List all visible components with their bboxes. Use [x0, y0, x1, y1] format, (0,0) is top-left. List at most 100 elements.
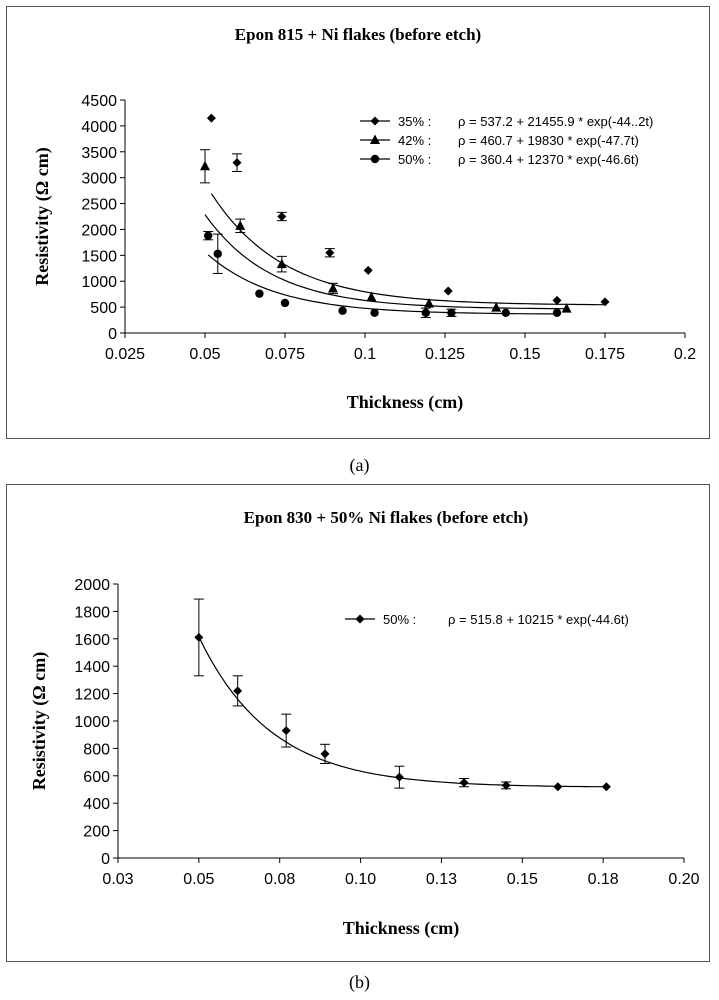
data-point	[328, 282, 338, 293]
x-tick-label: 0.15	[507, 871, 538, 888]
chart-panel-b	[6, 484, 710, 962]
data-point	[601, 782, 611, 792]
legend-equation: ρ = 460.7 + 19830 * exp(-47.7t)	[458, 133, 639, 148]
x-tick-label: 0.10	[345, 871, 376, 888]
y-tick-label: 3500	[81, 145, 117, 162]
y-tick-label: 3000	[81, 171, 117, 188]
chart-title: Epon 815 + Ni flakes (before etch)	[235, 25, 481, 44]
x-tick-label: 0.20	[668, 871, 699, 888]
legend-marker	[355, 614, 365, 624]
y-tick-label: 2000	[81, 222, 117, 239]
y-tick-label: 1000	[81, 274, 117, 291]
data-point	[366, 291, 377, 302]
y-tick-label: 4000	[81, 119, 117, 136]
data-point	[421, 308, 430, 318]
data-point	[277, 212, 287, 221]
data-point	[501, 780, 511, 790]
x-tick-label: 0.13	[426, 871, 457, 888]
y-tick-label: 4500	[81, 93, 117, 110]
x-tick-label: 0.125	[425, 346, 465, 363]
chart-b: Epon 830 + 50% Ni flakes (before etch) 0 2…	[29, 508, 700, 939]
data-point	[394, 772, 404, 782]
y-tick-label: 200	[83, 824, 110, 841]
fit-curve	[198, 636, 607, 788]
legend-equation: ρ = 360.4 + 12370 * exp(-46.6t)	[458, 152, 639, 167]
data-point	[325, 248, 335, 258]
y-tick-label: 1000	[74, 714, 110, 731]
data-point	[459, 778, 469, 788]
y-tick-label: 0	[101, 851, 110, 868]
y-tick-label: 1800	[74, 604, 110, 621]
x-tick-label: 0.18	[588, 871, 619, 888]
data-point	[281, 726, 291, 736]
data-point	[235, 220, 246, 230]
data-point	[255, 289, 264, 298]
data-point	[491, 302, 502, 312]
chart-title: Epon 830 + 50% Ni flakes (before etch)	[244, 508, 529, 527]
data-point	[443, 286, 453, 296]
fit-curve	[204, 214, 567, 310]
x-tick-label: 0.1	[354, 346, 376, 363]
series-1	[200, 149, 572, 313]
series-0	[206, 113, 610, 307]
x-tick-label: 0.03	[102, 871, 133, 888]
y-tick-label: 500	[90, 300, 117, 317]
legend-equation: ρ = 537.2 + 21455.9 * exp(-44..2t)	[458, 114, 653, 129]
data-point	[552, 295, 562, 305]
data-point	[200, 160, 210, 171]
fit-curve	[210, 193, 605, 306]
data-point	[213, 249, 222, 258]
y-tick-label: 1200	[74, 687, 110, 704]
data-point	[501, 308, 510, 318]
caption-b: (b)	[349, 972, 370, 992]
y-tick-label: 400	[83, 796, 110, 813]
legend-marker	[370, 154, 380, 164]
x-tick-label: 0.2	[674, 346, 696, 363]
y-tick-label: 2500	[81, 197, 117, 214]
data-point	[232, 158, 242, 168]
data-point	[447, 308, 456, 318]
data-point	[370, 308, 379, 318]
y-tick-label: 1500	[81, 248, 117, 265]
data-point	[600, 297, 610, 307]
x-tick-label: 0.05	[183, 871, 214, 888]
chart-panel-a	[6, 6, 710, 439]
legend-label: 50% :	[383, 612, 416, 627]
y-axis-label: Resistivity (Ω cm)	[29, 652, 50, 790]
series-0	[193, 598, 611, 792]
y-tick-label: 800	[83, 741, 110, 758]
y-tick-label: 1400	[74, 659, 110, 676]
data-point	[233, 686, 243, 696]
legend-marker	[370, 116, 380, 126]
fit-curve	[207, 254, 558, 315]
data-point	[194, 632, 204, 642]
data-point	[320, 749, 330, 759]
data-point	[206, 113, 216, 123]
x-tick-label: 0.05	[189, 346, 220, 363]
x-tick-label: 0.08	[264, 871, 295, 888]
legend-label: 50% :	[398, 152, 431, 167]
x-tick-label: 0.075	[265, 346, 305, 363]
caption-a: (a)	[349, 455, 370, 475]
x-axis-label: Thickness (cm)	[343, 918, 460, 939]
x-tick-label: 0.025	[105, 346, 145, 363]
legend-equation: ρ = 515.8 + 10215 * exp(-44.6t)	[448, 612, 629, 627]
data-point	[424, 297, 434, 308]
data-point	[280, 298, 290, 308]
data-point	[276, 258, 287, 269]
data-point	[338, 306, 347, 315]
x-tick-label: 0.15	[509, 346, 540, 363]
y-tick-label: 600	[83, 769, 110, 786]
x-axis-label: Thickness (cm)	[347, 392, 464, 413]
chart-a: Epon 815 + Ni flakes (before etch) 0 500 10…	[32, 25, 696, 413]
legend-label: 35% :	[398, 114, 431, 129]
series-2	[203, 231, 562, 318]
data-point	[561, 303, 572, 313]
data-point	[363, 265, 373, 275]
y-tick-label: 0	[108, 326, 117, 343]
data-point	[552, 308, 562, 318]
y-tick-label: 1600	[74, 632, 110, 649]
data-point	[204, 231, 213, 240]
legend-label: 42% :	[398, 133, 431, 148]
data-point	[553, 782, 563, 792]
